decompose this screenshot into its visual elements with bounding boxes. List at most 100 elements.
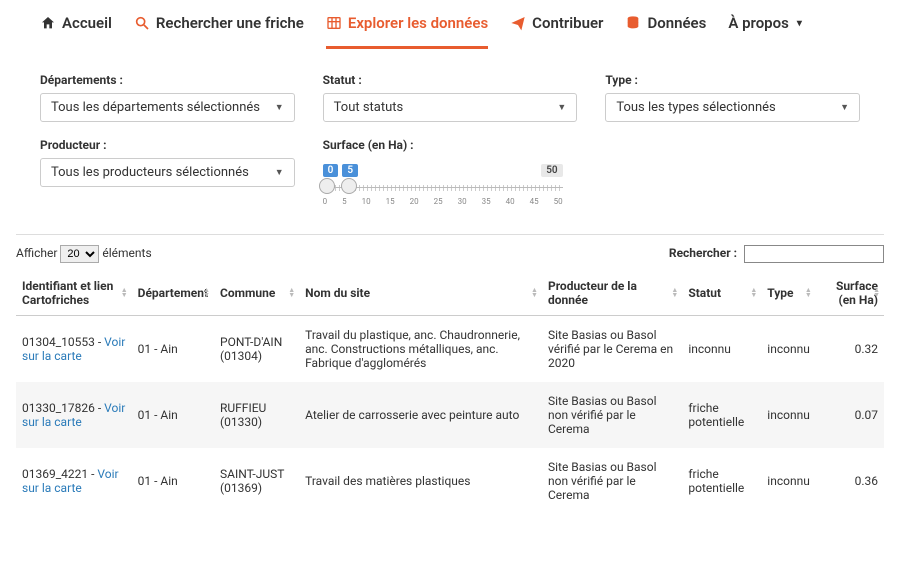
column-header[interactable]: Producteur de la donnée▲▼: [542, 271, 682, 316]
cell-producteur: Site Basias ou Basol non vérifié par le …: [542, 448, 682, 514]
chevron-down-icon: ▾: [797, 18, 802, 29]
slider-ticks: 05101520253035404550: [323, 197, 563, 206]
column-header[interactable]: Département▲▼: [132, 271, 214, 316]
filter-label: Type :: [605, 73, 860, 87]
cell-surface: 0.07: [816, 382, 884, 448]
column-header[interactable]: Type▲▼: [761, 271, 816, 316]
length-select[interactable]: 20: [60, 245, 99, 263]
cell-type: inconnu: [761, 448, 816, 514]
nav-label: À propos: [728, 14, 789, 32]
cell-type: inconnu: [761, 316, 816, 383]
nav-explorer[interactable]: Explorer les données: [326, 14, 488, 49]
cell-surface: 0.36: [816, 448, 884, 514]
row-id: 01304_10553: [22, 335, 95, 349]
filters-panel: Départements : Tous les départements sél…: [0, 49, 900, 220]
main-nav: Accueil Rechercher une friche Explorer l…: [0, 0, 900, 49]
nav-label: Contribuer: [532, 14, 603, 32]
nav-accueil[interactable]: Accueil: [40, 14, 112, 49]
slider-track[interactable]: [323, 185, 563, 191]
filter-type: Type : Tous les types sélectionnés ▼: [605, 73, 860, 122]
filter-label: Départements :: [40, 73, 295, 87]
cell-commune: SAINT-JUST (01369): [214, 448, 299, 514]
slider-tick: 25: [434, 197, 443, 206]
nav-label: Rechercher une friche: [156, 14, 304, 32]
grid-icon: [326, 15, 342, 31]
table-row: 01330_17826 - Voir sur la carte01 - AinR…: [16, 382, 884, 448]
cell-identifiant: 01330_17826 - Voir sur la carte: [16, 382, 132, 448]
table-controls: Afficher 20 éléments Rechercher :: [0, 245, 900, 271]
dropdown-statut[interactable]: Tout statuts ▼: [323, 93, 578, 122]
nav-label: Explorer les données: [348, 14, 488, 32]
column-header[interactable]: Statut▲▼: [682, 271, 761, 316]
filter-label: Surface (en Ha) :: [323, 138, 578, 152]
cell-identifiant: 01369_4221 - Voir sur la carte: [16, 448, 132, 514]
filter-departements: Départements : Tous les départements sél…: [40, 73, 295, 122]
length-prefix: Afficher: [16, 246, 57, 260]
sort-icon: ▲▼: [121, 288, 128, 298]
slider-tick: 0: [323, 197, 328, 206]
search-label: Rechercher :: [669, 246, 737, 260]
slider-low-badge: 0: [323, 164, 339, 177]
cell-producteur: Site Basias ou Basol vérifié par le Cere…: [542, 316, 682, 383]
chevron-down-icon: ▼: [275, 102, 284, 113]
slider-tick: 35: [482, 197, 491, 206]
filter-surface: Surface (en Ha) : 0 5 50 051015202530354…: [323, 138, 578, 206]
nav-donnees[interactable]: Données: [625, 14, 706, 49]
cell-surface: 0.32: [816, 316, 884, 383]
nav-rechercher[interactable]: Rechercher une friche: [134, 14, 304, 49]
slider-tick: 40: [506, 197, 515, 206]
cell-statut: friche potentielle: [682, 382, 761, 448]
nav-label: Données: [647, 14, 706, 32]
search-input[interactable]: [744, 245, 884, 263]
database-icon: [625, 15, 641, 31]
dropdown-value: Tous les départements sélectionnés: [51, 100, 260, 115]
cell-site: Atelier de carrosserie avec peinture aut…: [299, 382, 542, 448]
slider-thumb-high[interactable]: [341, 178, 357, 194]
slider-tick: 15: [386, 197, 395, 206]
filter-label: Producteur :: [40, 138, 295, 152]
table-row: 01369_4221 - Voir sur la carte01 - AinSA…: [16, 448, 884, 514]
chevron-down-icon: ▼: [840, 102, 849, 113]
slider-tick: 30: [458, 197, 467, 206]
search-control: Rechercher :: [669, 245, 884, 263]
dropdown-value: Tous les producteurs sélectionnés: [51, 165, 249, 180]
cell-statut: friche potentielle: [682, 448, 761, 514]
chevron-down-icon: ▼: [557, 102, 566, 113]
cell-departement: 01 - Ain: [132, 316, 214, 383]
cell-departement: 01 - Ain: [132, 448, 214, 514]
sort-icon: ▲▼: [531, 288, 538, 298]
dropdown-type[interactable]: Tous les types sélectionnés ▼: [605, 93, 860, 122]
slider-high-badge: 5: [342, 164, 358, 177]
cell-statut: inconnu: [682, 316, 761, 383]
slider-tick: 10: [362, 197, 371, 206]
dropdown-producteur[interactable]: Tous les producteurs sélectionnés ▼: [40, 158, 295, 187]
column-header[interactable]: Identifiant et lien Cartofriches▲▼: [16, 271, 132, 316]
dropdown-value: Tous les types sélectionnés: [616, 100, 775, 115]
cell-site: Travail des matières plastiques: [299, 448, 542, 514]
sort-icon: ▲▼: [805, 288, 812, 298]
dropdown-departements[interactable]: Tous les départements sélectionnés ▼: [40, 93, 295, 122]
row-id: 01369_4221: [22, 467, 88, 481]
home-icon: [40, 15, 56, 31]
cell-site: Travail du plastique, anc. Chaudronnerie…: [299, 316, 542, 383]
nav-apropos[interactable]: À propos ▾: [728, 14, 802, 49]
slider-tick: 5: [342, 197, 347, 206]
column-header[interactable]: Nom du site▲▼: [299, 271, 542, 316]
row-id: 01330_17826: [22, 401, 95, 415]
slider-thumb-low[interactable]: [319, 178, 335, 194]
search-icon: [134, 15, 150, 31]
sort-icon: ▲▼: [671, 288, 678, 298]
nav-contribuer[interactable]: Contribuer: [510, 14, 603, 49]
cell-departement: 01 - Ain: [132, 382, 214, 448]
cell-type: inconnu: [761, 382, 816, 448]
filter-producteur: Producteur : Tous les producteurs sélect…: [40, 138, 295, 206]
cell-producteur: Site Basias ou Basol non vérifié par le …: [542, 382, 682, 448]
column-header[interactable]: Surface (en Ha)▲▼: [816, 271, 884, 316]
slider-tick: 45: [530, 197, 539, 206]
data-table: Identifiant et lien Cartofriches▲▼Départ…: [16, 271, 884, 514]
range-slider[interactable]: 0 5 50 05101520253035404550: [323, 158, 563, 206]
sort-icon: ▲▼: [750, 288, 757, 298]
slider-tick: 50: [554, 197, 563, 206]
sort-icon: ▲▼: [203, 288, 210, 298]
column-header[interactable]: Commune▲▼: [214, 271, 299, 316]
